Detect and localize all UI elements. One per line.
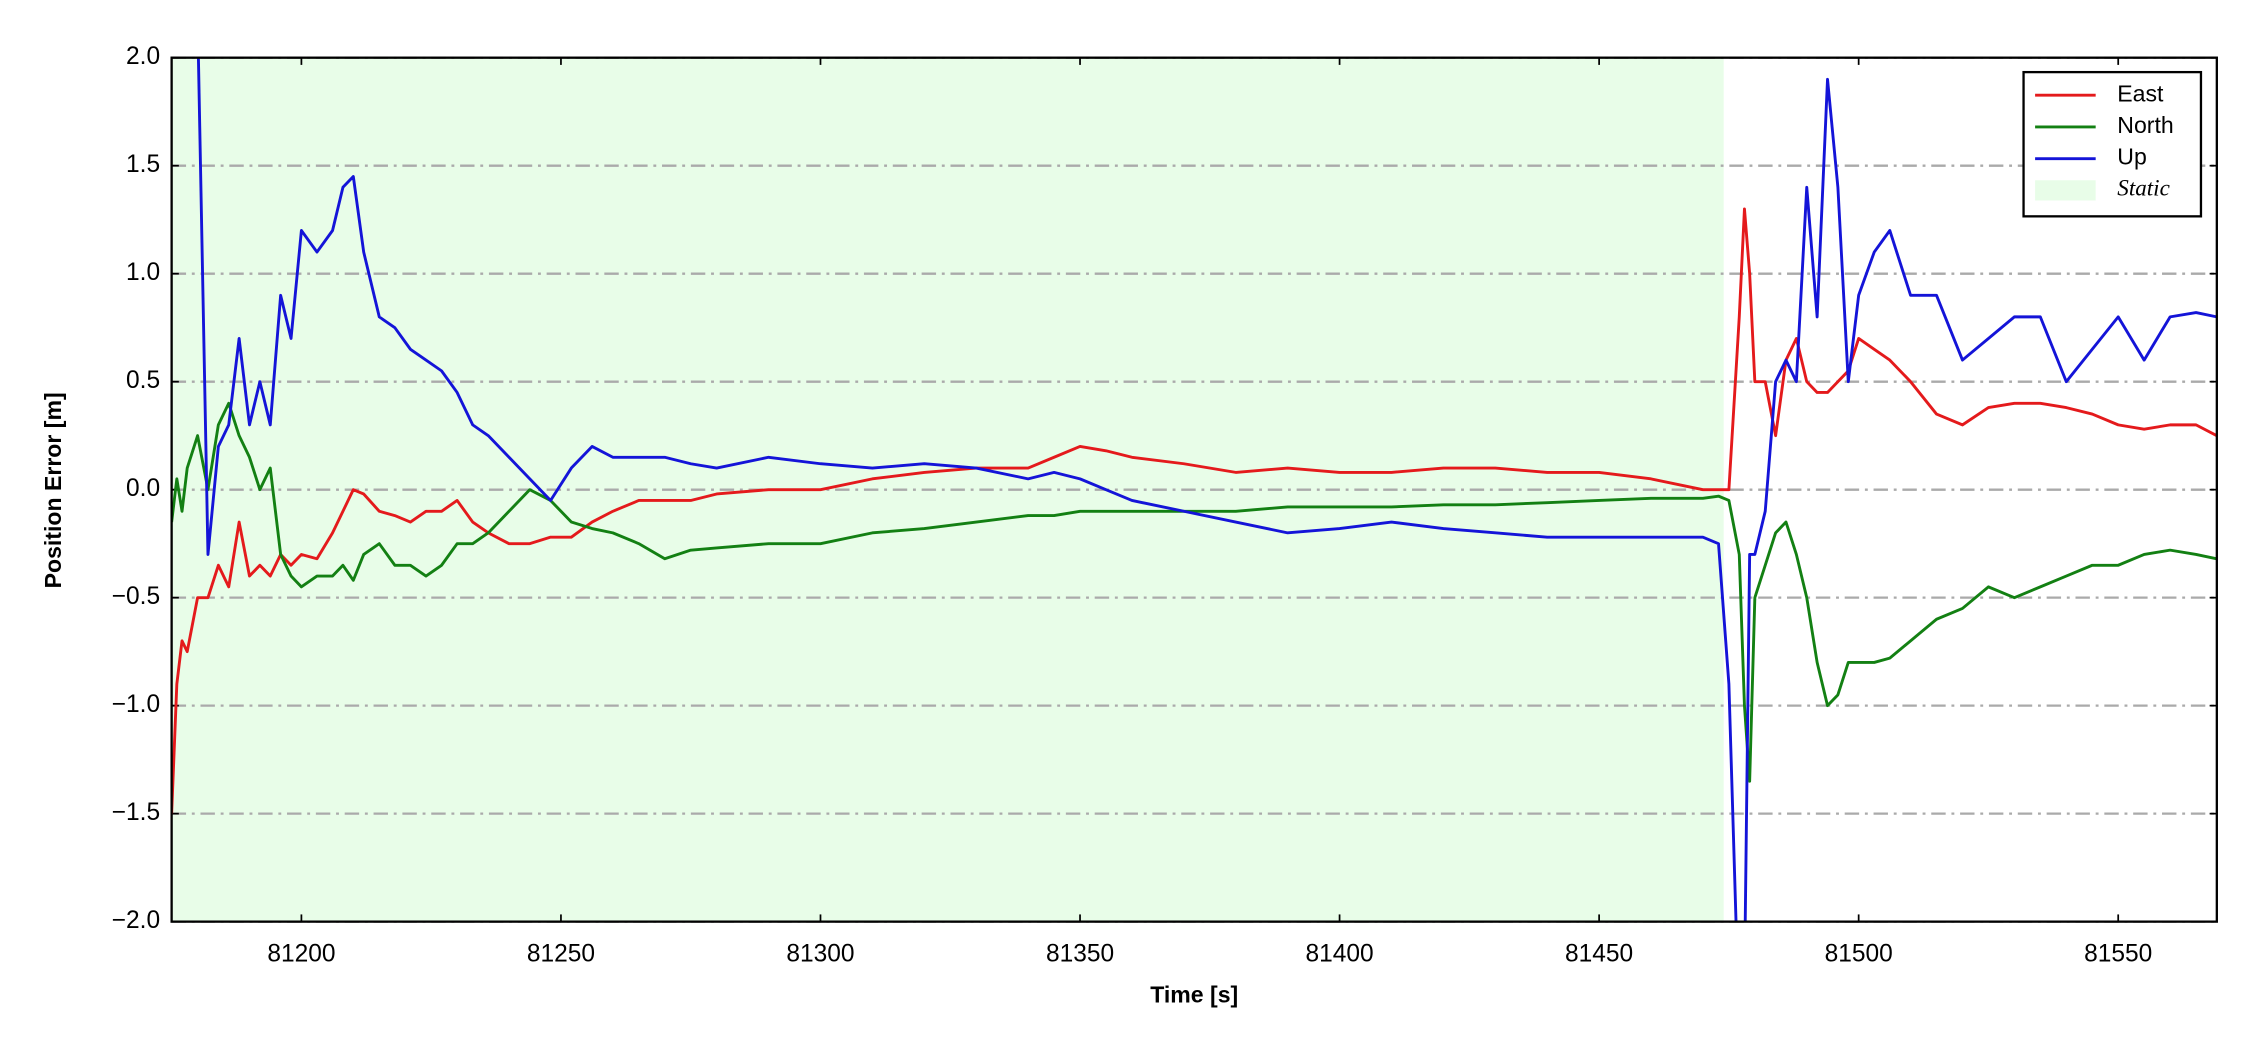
plot-frame bbox=[170, 56, 2218, 923]
y-tick-label: 1.5 bbox=[126, 151, 160, 178]
y-tick-label: 1.0 bbox=[126, 259, 160, 286]
lines-layer bbox=[171, 57, 2217, 922]
x-tick-label: 81200 bbox=[267, 940, 335, 967]
series-line bbox=[171, 207, 2217, 814]
shaded-layer bbox=[171, 57, 1724, 922]
x-tick-label: 81350 bbox=[1046, 940, 1114, 967]
legend-label: Up bbox=[2117, 144, 2146, 170]
y-tick-label: 2.0 bbox=[126, 43, 160, 70]
legend-label: North bbox=[2117, 112, 2173, 138]
x-tick-label: 81250 bbox=[527, 940, 595, 967]
shaded-region bbox=[171, 57, 1724, 922]
legend: East North Up Static bbox=[2022, 70, 2203, 218]
legend-label: East bbox=[2117, 80, 2164, 106]
x-tick-label: 81550 bbox=[2084, 940, 2152, 967]
x-tick-label: 81500 bbox=[1825, 940, 1893, 967]
legend-label: Static bbox=[2117, 175, 2170, 201]
x-tick-label: 81450 bbox=[1565, 940, 1633, 967]
y-tick-label: −1.5 bbox=[112, 799, 160, 826]
series-line bbox=[171, 401, 2217, 783]
series-line bbox=[196, 57, 2217, 922]
y-tick-label: −1.0 bbox=[112, 691, 160, 718]
y-tick-label: −0.5 bbox=[112, 583, 160, 610]
y-axis-label: Position Error [m] bbox=[40, 392, 66, 588]
y-tick-label: −2.0 bbox=[112, 907, 160, 934]
y-tick-label: 0.5 bbox=[126, 367, 160, 394]
x-axis-label: Time [s] bbox=[1150, 982, 1238, 1008]
x-tick-label: 81300 bbox=[786, 940, 854, 967]
y-tick-label: 0.0 bbox=[126, 475, 160, 502]
x-tick-label: 81400 bbox=[1306, 940, 1374, 967]
legend-swatch bbox=[2035, 180, 2096, 201]
